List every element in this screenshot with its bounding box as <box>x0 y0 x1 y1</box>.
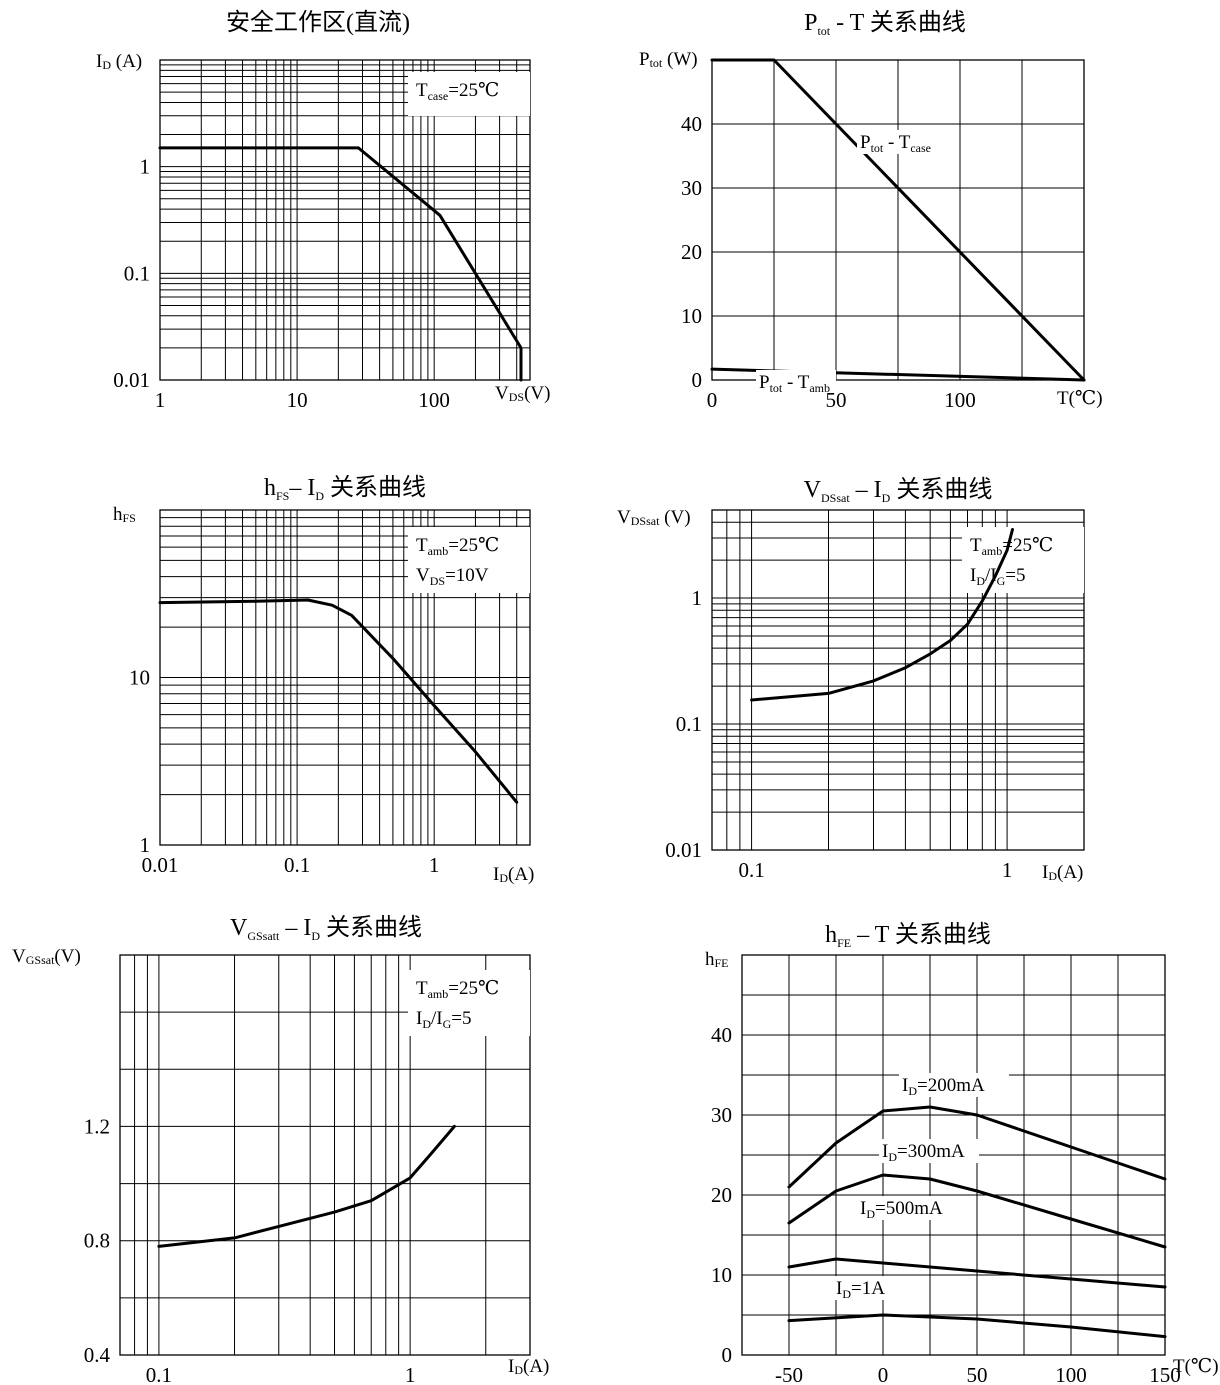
y-tick-label: 40 <box>681 112 702 136</box>
x-axis-label: ID(A) <box>493 864 534 885</box>
curve-label: ID=200mA <box>902 1075 985 1098</box>
x-tick-label: 0 <box>878 1363 889 1385</box>
curve-label-bg <box>857 1196 957 1220</box>
y-axis-label: ID (A) <box>96 51 142 72</box>
series-line-3 <box>787 1257 1167 1289</box>
plot-frame <box>711 59 1085 381</box>
x-tick-label: 1 <box>155 388 166 412</box>
x-axis-label: ID(A) <box>1042 862 1083 883</box>
y-axis-label: hFS <box>113 504 136 525</box>
plot-frame <box>159 59 531 381</box>
curve-label-bg <box>833 1276 891 1300</box>
x-tick-label: 0 <box>707 388 718 412</box>
chart-title: VDSsat – ID 关系曲线 <box>804 476 993 505</box>
y-tick-label: 0.1 <box>676 712 702 736</box>
x-tick-label: 0.1 <box>284 853 310 877</box>
y-tick-label: 20 <box>681 240 702 264</box>
x-tick-label: 1 <box>1002 858 1013 882</box>
curve-label-bg <box>899 1073 1009 1097</box>
y-tick-label: 10 <box>681 304 702 328</box>
x-axis-label: T(℃) <box>1173 1356 1219 1377</box>
x-tick-label: 0.01 <box>142 853 179 877</box>
plot-frame <box>119 954 531 1356</box>
chart-title: hFS– ID 关系曲线 <box>264 474 426 503</box>
y-axis-label: hFE <box>705 949 729 970</box>
annotation-box <box>408 970 530 1036</box>
plot-frame <box>711 509 1085 851</box>
chart-title: 安全工作区(直流) <box>226 9 410 36</box>
series-line-1 <box>710 58 1086 382</box>
series-line-1 <box>158 146 523 382</box>
y-tick-label: 10 <box>711 1263 732 1287</box>
annotation-box <box>408 72 530 116</box>
y-tick-label: 1 <box>692 586 703 610</box>
y-tick-label: 1.2 <box>84 1114 110 1138</box>
chart-title: Ptot - T 关系曲线 <box>804 9 966 38</box>
curve-label-bg <box>857 130 957 154</box>
x-tick-label: 10 <box>287 388 308 412</box>
y-tick-label: 0.01 <box>113 368 150 392</box>
x-tick-label: 100 <box>1055 1363 1087 1385</box>
x-tick-label: 0.1 <box>146 1363 172 1385</box>
y-tick-label: 0.01 <box>665 838 702 862</box>
y-tick-label: 0 <box>692 368 703 392</box>
y-tick-label: 40 <box>711 1023 732 1047</box>
x-tick-label: 50 <box>967 1363 988 1385</box>
curve-label-bg <box>879 1139 979 1163</box>
x-axis-label: T(℃) <box>1057 388 1103 409</box>
x-axis-label: ID(A) <box>508 1356 549 1377</box>
x-tick-label: 100 <box>418 388 450 412</box>
y-tick-label: 10 <box>129 666 150 690</box>
x-tick-label: 1 <box>405 1363 416 1385</box>
curve-label-bg <box>756 370 836 394</box>
annotation-text: Tcase=25℃ <box>416 80 499 103</box>
y-tick-label: 0 <box>722 1343 733 1367</box>
series-line-1 <box>158 598 519 804</box>
annotation-text: VDS=10V <box>416 565 489 588</box>
y-tick-label: 0.8 <box>84 1229 110 1253</box>
x-axis-label: VDS(V) <box>495 383 550 404</box>
chart-soa: Tcase=25℃ 1 10 100 0.01 0.1 1 安全工作区(直流) ID (A) VD… <box>96 9 550 412</box>
series-line-1 <box>157 1124 456 1248</box>
chart-title: VGSsatt – ID 关系曲线 <box>230 914 422 943</box>
y-tick-label: 0.1 <box>124 261 150 285</box>
y-tick-label: 1 <box>140 833 151 857</box>
plot-frame <box>159 509 531 846</box>
annotation-text: Tamb=25℃ <box>970 535 1053 558</box>
x-tick-label: -50 <box>775 1363 803 1385</box>
y-axis-label: VGSsat(V) <box>12 946 81 967</box>
chart-title: hFE – T 关系曲线 <box>825 921 991 950</box>
series-line-1 <box>750 528 1014 702</box>
curve-label: ID=500mA <box>860 1198 943 1221</box>
x-tick-label: 150 <box>1149 1363 1181 1385</box>
x-tick-label: 50 <box>826 388 847 412</box>
y-tick-label: 0.4 <box>84 1343 111 1367</box>
x-tick-label: 100 <box>944 388 976 412</box>
x-tick-label: 1 <box>429 853 440 877</box>
series-line-4 <box>787 1313 1167 1339</box>
plot-frame <box>741 954 1166 1356</box>
annotation-box <box>408 527 530 593</box>
annotation-box <box>962 527 1084 593</box>
y-tick-label: 30 <box>681 176 702 200</box>
curve-label: ID=300mA <box>882 1141 965 1164</box>
series-line-2 <box>787 1173 1167 1249</box>
y-axis-label: Ptot (W) <box>639 49 698 70</box>
y-tick-label: 1 <box>140 155 151 179</box>
y-tick-label: 30 <box>711 1103 732 1127</box>
grid-lines <box>711 59 1085 381</box>
series-line-1 <box>787 1105 1167 1189</box>
y-tick-label: 20 <box>711 1183 732 1207</box>
x-tick-label: 0.1 <box>738 858 764 882</box>
y-axis-label: VDSsat (V) <box>617 507 691 528</box>
